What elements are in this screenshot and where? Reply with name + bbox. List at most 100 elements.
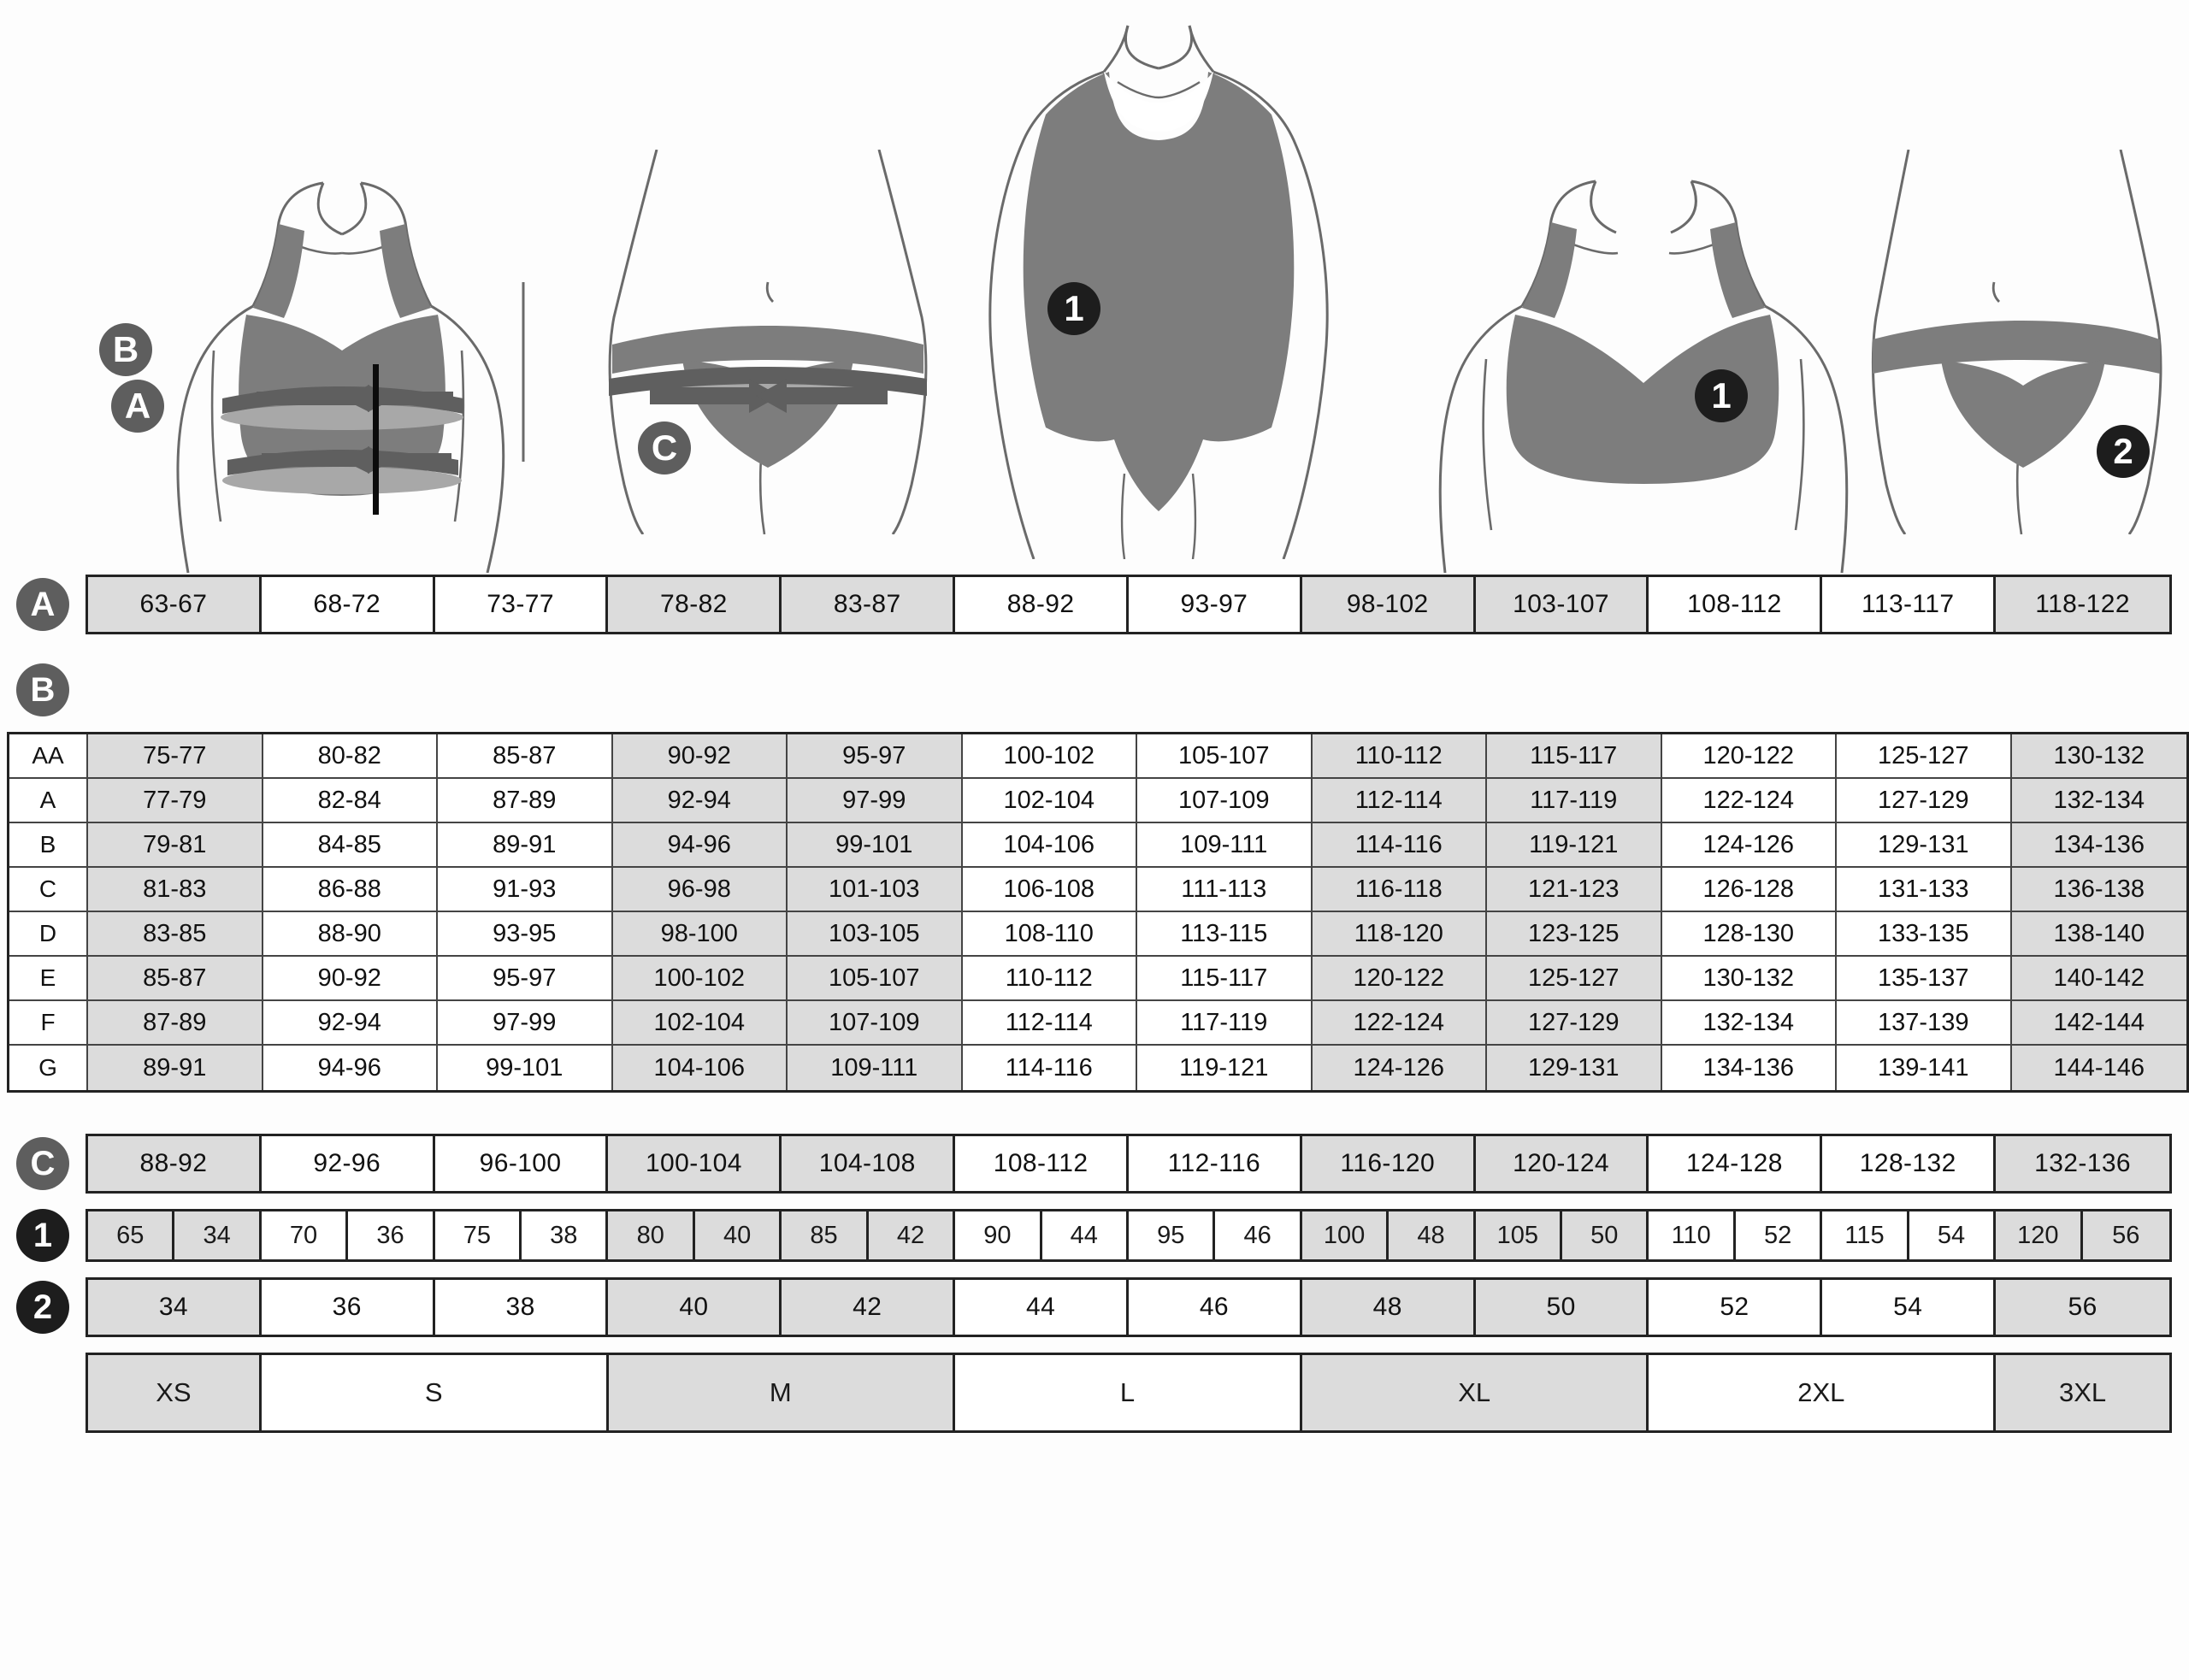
cell-1-0-band: 65: [88, 1211, 175, 1259]
cell-size-2XL: 2XL: [1649, 1355, 1997, 1430]
cell-1-2-band: 75: [434, 1211, 522, 1259]
row-c: C 88-92 92-96 96-100 100-104 104-108 108-112 1…: [0, 1134, 2189, 1194]
cell-b-3-5: 106-108: [962, 868, 1137, 912]
cell-b-2-1: 84-85: [263, 823, 438, 868]
row-b-badge-slot: B: [0, 663, 86, 716]
cell-1-8-band: 105: [1475, 1211, 1563, 1259]
cell-1-0-intl: 34: [174, 1211, 262, 1259]
cell-1-1-intl: 36: [348, 1211, 435, 1259]
cell-b-6-3: 102-104: [612, 1001, 788, 1046]
cell-b-2-10: 129-131: [1837, 823, 2012, 868]
cell-b-7-4: 109-111: [788, 1046, 963, 1090]
cell-b-4-2: 93-95: [438, 912, 613, 957]
cell-b-6-11: 142-144: [2011, 1001, 2186, 1046]
cell-b-0-4: 95-97: [788, 734, 963, 779]
cell-1-7-intl: 48: [1389, 1211, 1476, 1259]
cell-b-5-7: 120-122: [1312, 957, 1487, 1001]
cell-1-7-band: 100: [1301, 1211, 1390, 1259]
cell-b-0-3: 90-92: [612, 734, 788, 779]
cell-2-5: 44: [955, 1280, 1129, 1335]
cell-b-0-10: 125-127: [1837, 734, 2012, 779]
cell-c-5: 108-112: [955, 1136, 1129, 1191]
cell-b-4-9: 128-130: [1661, 912, 1837, 957]
cell-b-0-7: 110-112: [1312, 734, 1487, 779]
cell-c-6: 112-116: [1128, 1136, 1302, 1191]
figure-hips: C: [590, 150, 949, 534]
row-a: A 63-67 68-72 73-77 78-82 83-87 88-92 93-97 98-…: [0, 575, 2189, 634]
cell-b-5-9: 130-132: [1661, 957, 1837, 1001]
cup-label-E: E: [9, 957, 88, 1001]
hips-illustration: [608, 150, 928, 534]
cell-b-7-1: 94-96: [263, 1046, 438, 1090]
cell-2-6: 46: [1128, 1280, 1302, 1335]
cell-b-2-2: 89-91: [438, 823, 613, 868]
cup-label-D: D: [9, 912, 88, 957]
cell-a-5: 88-92: [955, 577, 1129, 632]
cell-1-3-intl: 40: [694, 1211, 782, 1259]
row-letter-size-cells: XS S M L XL 2XL 3XL: [86, 1353, 2172, 1433]
cell-b-2-6: 109-111: [1137, 823, 1313, 868]
cell-1-6-intl: 46: [1215, 1211, 1302, 1259]
cell-size-XS: XS: [88, 1355, 262, 1430]
cell-a-4: 83-87: [782, 577, 956, 632]
cell-b-3-1: 86-88: [263, 868, 438, 912]
cell-a-7: 98-102: [1301, 577, 1476, 632]
cell-c-8: 120-124: [1475, 1136, 1649, 1191]
cell-2-7: 48: [1301, 1280, 1476, 1335]
one-piece-illustration: [988, 25, 1329, 559]
cell-1-11-band: 120: [1996, 1211, 2083, 1259]
cell-b-5-10: 135-137: [1837, 957, 2012, 1001]
cell-b-4-10: 133-135: [1837, 912, 2012, 957]
cell-b-2-0: 79-81: [88, 823, 263, 868]
cell-b-4-4: 103-105: [788, 912, 963, 957]
cell-1-4-intl: 42: [868, 1211, 956, 1259]
cell-c-1: 92-96: [261, 1136, 435, 1191]
cell-b-7-0: 89-91: [88, 1046, 263, 1090]
cell-1-6-band: 95: [1128, 1211, 1216, 1259]
cell-c-11: 132-136: [1996, 1136, 2169, 1191]
cell-b-3-9: 126-128: [1661, 868, 1837, 912]
cell-b-6-10: 137-139: [1837, 1001, 2012, 1046]
cell-b-3-4: 101-103: [788, 868, 963, 912]
cell-b-1-2: 87-89: [438, 779, 613, 823]
row-c-badge-slot: C: [0, 1137, 86, 1190]
figure-bikini-bottom: 2: [1864, 150, 2189, 534]
row-2-cells: 34 36 38 40 42 44 46 48 50 52 54 56: [86, 1277, 2172, 1337]
cell-b-0-1: 80-82: [263, 734, 438, 779]
cell-b-1-1: 82-84: [263, 779, 438, 823]
row-a-badge-slot: A: [0, 578, 86, 631]
cell-1-1-band: 70: [261, 1211, 349, 1259]
cell-c-4: 104-108: [782, 1136, 956, 1191]
cell-b-1-4: 97-99: [788, 779, 963, 823]
cell-2-0: 34: [88, 1280, 262, 1335]
cell-c-2: 96-100: [434, 1136, 609, 1191]
bikini-bottom-illustration: [1871, 150, 2162, 534]
cell-b-1-0: 77-79: [88, 779, 263, 823]
cell-b-7-6: 119-121: [1137, 1046, 1313, 1090]
cell-1-3-band: 80: [608, 1211, 695, 1259]
cell-b-5-2: 95-97: [438, 957, 613, 1001]
row-1-cells: 65 34 70 36 75 38 80 40 85 42 90 44 95 46 100 48 105 50 11…: [86, 1209, 2172, 1262]
cell-2-4: 42: [782, 1280, 956, 1335]
cell-b-1-8: 117-119: [1487, 779, 1662, 823]
cup-label-F: F: [9, 1001, 88, 1046]
badge-1-bikini-top: 1: [1695, 369, 1748, 422]
cell-2-9: 52: [1649, 1280, 1823, 1335]
cell-b-1-9: 122-124: [1661, 779, 1837, 823]
badge-c: C: [16, 1137, 69, 1190]
figure-one-piece: 1: [953, 12, 1364, 559]
cell-b-6-2: 97-99: [438, 1001, 613, 1046]
cell-b-4-0: 83-85: [88, 912, 263, 957]
cell-b-6-9: 132-134: [1661, 1001, 1837, 1046]
cell-1-9-band: 110: [1649, 1211, 1736, 1259]
row-1: 1 65 34 70 36 75 38 80 40 85 42 90 44 95 46 100 48 105 50…: [0, 1209, 2189, 1262]
cell-b-5-1: 90-92: [263, 957, 438, 1001]
row-1-badge-slot: 1: [0, 1209, 86, 1262]
cell-a-9: 108-112: [1649, 577, 1823, 632]
bikini-bottom-garment: [1873, 321, 2160, 468]
cell-b-3-7: 116-118: [1312, 868, 1487, 912]
cell-b-1-7: 112-114: [1312, 779, 1487, 823]
table-b-wrapper: AA 75-77 80-82 85-87 90-92 95-97 100-102 105-10…: [7, 732, 2189, 1093]
illustrations-strip: B A C: [0, 0, 2189, 575]
badge-1-one-piece: 1: [1047, 282, 1100, 335]
